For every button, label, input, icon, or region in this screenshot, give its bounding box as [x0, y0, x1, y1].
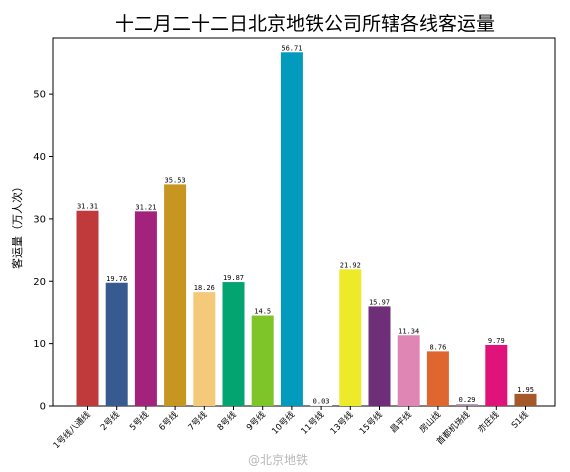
x-tick-label: 8号线	[215, 409, 239, 433]
data-label: 1.95	[517, 386, 534, 394]
bar	[310, 405, 333, 406]
bar	[339, 269, 362, 406]
bar	[426, 351, 449, 406]
data-label: 0.03	[313, 397, 330, 405]
bar	[134, 211, 157, 406]
x-tick-label: S1线	[509, 409, 531, 431]
y-tick-label: 10	[33, 339, 46, 350]
data-label: 21.92	[340, 261, 361, 269]
bars-group	[76, 52, 537, 407]
bar	[193, 292, 216, 406]
bar	[456, 404, 479, 406]
chart-title: 十二月二十二日北京地铁公司所辖各线客运量	[115, 13, 495, 35]
data-label: 8.76	[429, 343, 446, 351]
bar	[222, 282, 245, 406]
data-label: 9.79	[488, 337, 505, 345]
bar	[280, 52, 303, 407]
y-tick-label: 50	[33, 90, 46, 101]
bar	[368, 306, 391, 406]
y-tick-label: 0	[40, 402, 46, 413]
x-tick-label: 9号线	[244, 409, 268, 433]
data-label: 0.29	[459, 396, 476, 404]
bar	[397, 335, 420, 406]
plot-frame	[52, 37, 556, 407]
bar	[164, 184, 187, 406]
data-label: 11.34	[398, 327, 419, 335]
x-tick-label: 5号线	[127, 409, 151, 433]
x-tick-label: 15号线	[357, 409, 385, 437]
data-label: 19.76	[106, 275, 127, 283]
x-tick-label: 亦庄线	[476, 409, 502, 435]
data-label: 15.97	[369, 298, 390, 306]
y-tick-label: 20	[33, 277, 46, 288]
x-tick-label: 11号线	[299, 409, 327, 437]
data-label: 31.21	[135, 203, 156, 211]
bar	[76, 210, 99, 406]
y-tick-label: 30	[33, 214, 46, 225]
data-label: 14.5	[254, 308, 271, 316]
bar	[514, 393, 537, 406]
data-label: 19.87	[223, 274, 244, 282]
y-tick-label: 40	[33, 152, 46, 163]
data-label: 31.31	[77, 203, 98, 211]
data-labels-group: 31.31 19.76 31.21 35.53 18.26 19.87 14.5 56.71 0…	[77, 44, 534, 405]
watermark: @北京地铁	[248, 453, 309, 467]
y-axis: 0 10 20 30 40 50	[33, 90, 53, 413]
bar	[485, 344, 508, 406]
x-tick-label: 7号线	[186, 409, 210, 433]
y-axis-label: 客运量（万人次）	[10, 181, 24, 269]
bar	[105, 282, 128, 406]
x-tick-label: 13号线	[328, 409, 356, 437]
bar	[251, 315, 274, 406]
data-label: 35.53	[165, 176, 186, 184]
x-tick-label: 6号线	[157, 409, 181, 433]
x-tick-label: 房山线	[417, 409, 443, 435]
x-tick-label: 2号线	[98, 409, 122, 433]
x-tick-label: 10号线	[270, 409, 298, 437]
data-label: 56.71	[281, 44, 302, 52]
x-tick-label: 1号线八通线	[51, 409, 93, 451]
x-axis: 1号线八通线 2号线 5号线 6号线 7号线 8号线 9号线 10号线 11号线 13号线 15号线…	[51, 406, 531, 451]
data-label: 18.26	[194, 284, 215, 292]
x-tick-label: 昌平线	[388, 409, 414, 435]
